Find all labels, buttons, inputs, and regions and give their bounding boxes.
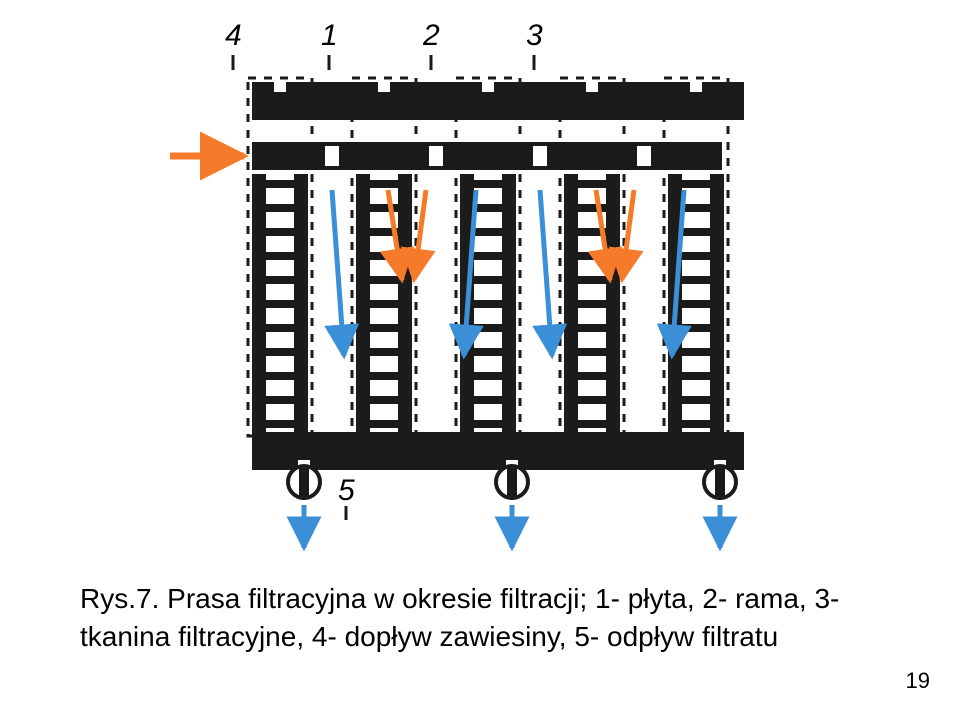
- plate-rung: [474, 204, 502, 212]
- caption-text: Prasa filtracyjna w okresie filtracji; 1…: [80, 583, 839, 652]
- outlet-plug: [299, 466, 309, 498]
- plate-side: [356, 174, 370, 432]
- page-number: 19: [906, 668, 930, 694]
- plate-side: [502, 174, 516, 432]
- plate-rung: [682, 204, 710, 212]
- label-3: 3: [526, 19, 543, 52]
- plate-rung: [474, 324, 502, 332]
- plate-side: [564, 174, 578, 432]
- label-1: 1: [321, 19, 338, 52]
- suspension-arrow-icon: [622, 190, 634, 280]
- plate-rung: [474, 180, 502, 188]
- plate-rung: [578, 204, 606, 212]
- plate-rung: [474, 252, 502, 260]
- plate-rung: [682, 348, 710, 356]
- plate-rung: [266, 252, 294, 260]
- label-2: 2: [422, 19, 440, 52]
- plate-side: [606, 174, 620, 432]
- plate-rung: [578, 372, 606, 380]
- plate-rung: [370, 276, 398, 284]
- plate-rung: [370, 420, 398, 428]
- plate-rung: [370, 348, 398, 356]
- plate-rung: [474, 372, 502, 380]
- plate-rung: [266, 396, 294, 404]
- plate-rung: [682, 324, 710, 332]
- plate-rung: [682, 276, 710, 284]
- filtrate-arrow-icon: [540, 190, 552, 356]
- plate-side: [710, 174, 724, 432]
- plate-rung: [578, 180, 606, 188]
- figure-container: 4 1 2 3 5 Rys.7. Prasa filtracyjna w okresie…: [0, 0, 960, 712]
- plate-rung: [682, 372, 710, 380]
- suspension-arrow-icon: [414, 190, 426, 280]
- plate-rung: [474, 228, 502, 236]
- plate-rung: [370, 204, 398, 212]
- plate-rung: [266, 324, 294, 332]
- figure-caption: Rys.7. Prasa filtracyjna w okresie filtr…: [80, 580, 900, 656]
- plate-rung: [266, 204, 294, 212]
- plate-rung: [370, 396, 398, 404]
- plate-rung: [474, 396, 502, 404]
- plate-rung: [370, 300, 398, 308]
- plate-rung: [266, 300, 294, 308]
- plate-rung: [682, 300, 710, 308]
- plate-rung: [266, 276, 294, 284]
- plate-rung: [474, 420, 502, 428]
- plate-rung: [266, 228, 294, 236]
- plate-rung: [578, 348, 606, 356]
- label-5: 5: [338, 474, 355, 507]
- plate-rung: [474, 300, 502, 308]
- plate-rung: [370, 324, 398, 332]
- plate-rung: [578, 420, 606, 428]
- plate-rung: [682, 252, 710, 260]
- plate-rung: [578, 252, 606, 260]
- plate-rung: [682, 228, 710, 236]
- plate-side: [252, 174, 266, 432]
- plate-rung: [370, 372, 398, 380]
- plate-side: [398, 174, 412, 432]
- plate-rung: [474, 276, 502, 284]
- filtrate-arrow-icon: [332, 190, 344, 356]
- plate-rung: [370, 252, 398, 260]
- outlet-plug: [507, 466, 517, 498]
- caption-prefix: Rys.7.: [80, 583, 159, 614]
- plate-rung: [682, 396, 710, 404]
- plate-rung: [266, 180, 294, 188]
- plate-rung: [578, 396, 606, 404]
- plate-rung: [578, 276, 606, 284]
- plate-rung: [682, 180, 710, 188]
- plate-rung: [578, 324, 606, 332]
- plate-rung: [370, 180, 398, 188]
- plate-side: [294, 174, 308, 432]
- outlet-plug: [715, 466, 725, 498]
- label-4: 4: [225, 19, 242, 52]
- plate-rung: [682, 420, 710, 428]
- plate-rung: [578, 300, 606, 308]
- plate-rung: [266, 348, 294, 356]
- plate-rung: [474, 348, 502, 356]
- plate-rung: [266, 372, 294, 380]
- plate-rung: [266, 420, 294, 428]
